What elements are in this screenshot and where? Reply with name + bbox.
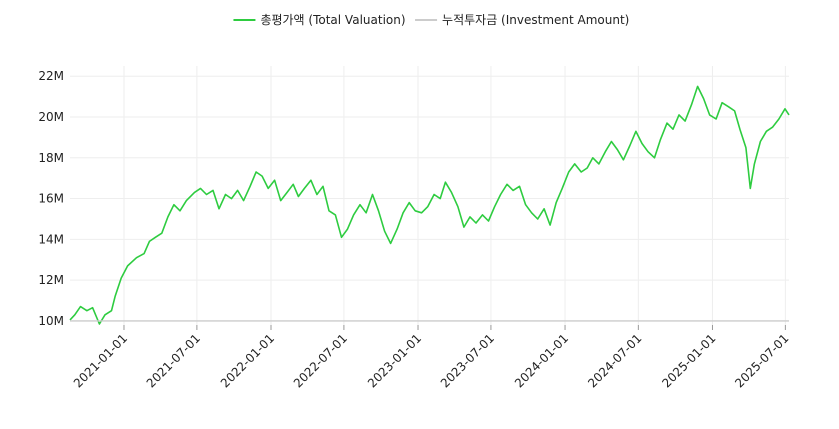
x-tick-label: 2022-07-01 bbox=[291, 331, 350, 390]
y-tick-label: 14M bbox=[38, 232, 64, 246]
y-tick-label: 20M bbox=[38, 110, 64, 124]
legend: 총평가액 (Total Valuation) 누적투자금 (Investment … bbox=[233, 13, 629, 27]
x-tick-label: 2021-07-01 bbox=[144, 331, 203, 390]
x-tick-label: 2023-01-01 bbox=[365, 331, 424, 390]
y-tick-label: 22M bbox=[38, 69, 64, 83]
series-layer bbox=[69, 85, 790, 325]
y-tick-label: 18M bbox=[38, 151, 64, 165]
x-tick-label: 2022-01-01 bbox=[218, 331, 277, 390]
x-tick-label: 2025-01-01 bbox=[659, 331, 718, 390]
y-tick-label: 16M bbox=[38, 192, 64, 206]
x-tick-label: 2024-07-01 bbox=[585, 331, 644, 390]
legend-label: 누적투자금 (Investment Amount) bbox=[442, 13, 629, 27]
series-line-total-valuation bbox=[69, 85, 790, 325]
legend-label: 총평가액 (Total Valuation) bbox=[260, 13, 405, 27]
y-axis: 10M 12M 14M 16M 18M 20M 22M bbox=[38, 69, 64, 328]
y-tick-label: 10M bbox=[38, 314, 64, 328]
x-tick-label: 2025-07-01 bbox=[732, 331, 791, 390]
x-axis: 2021-01-01 2021-07-01 2022-01-01 2022-07-01… bbox=[71, 325, 791, 390]
x-tick-label: 2023-07-01 bbox=[438, 331, 497, 390]
x-tick-label: 2024-01-01 bbox=[512, 331, 571, 390]
grid bbox=[70, 66, 789, 325]
x-tick-label: 2021-01-01 bbox=[71, 331, 130, 390]
y-tick-label: 12M bbox=[38, 273, 64, 287]
